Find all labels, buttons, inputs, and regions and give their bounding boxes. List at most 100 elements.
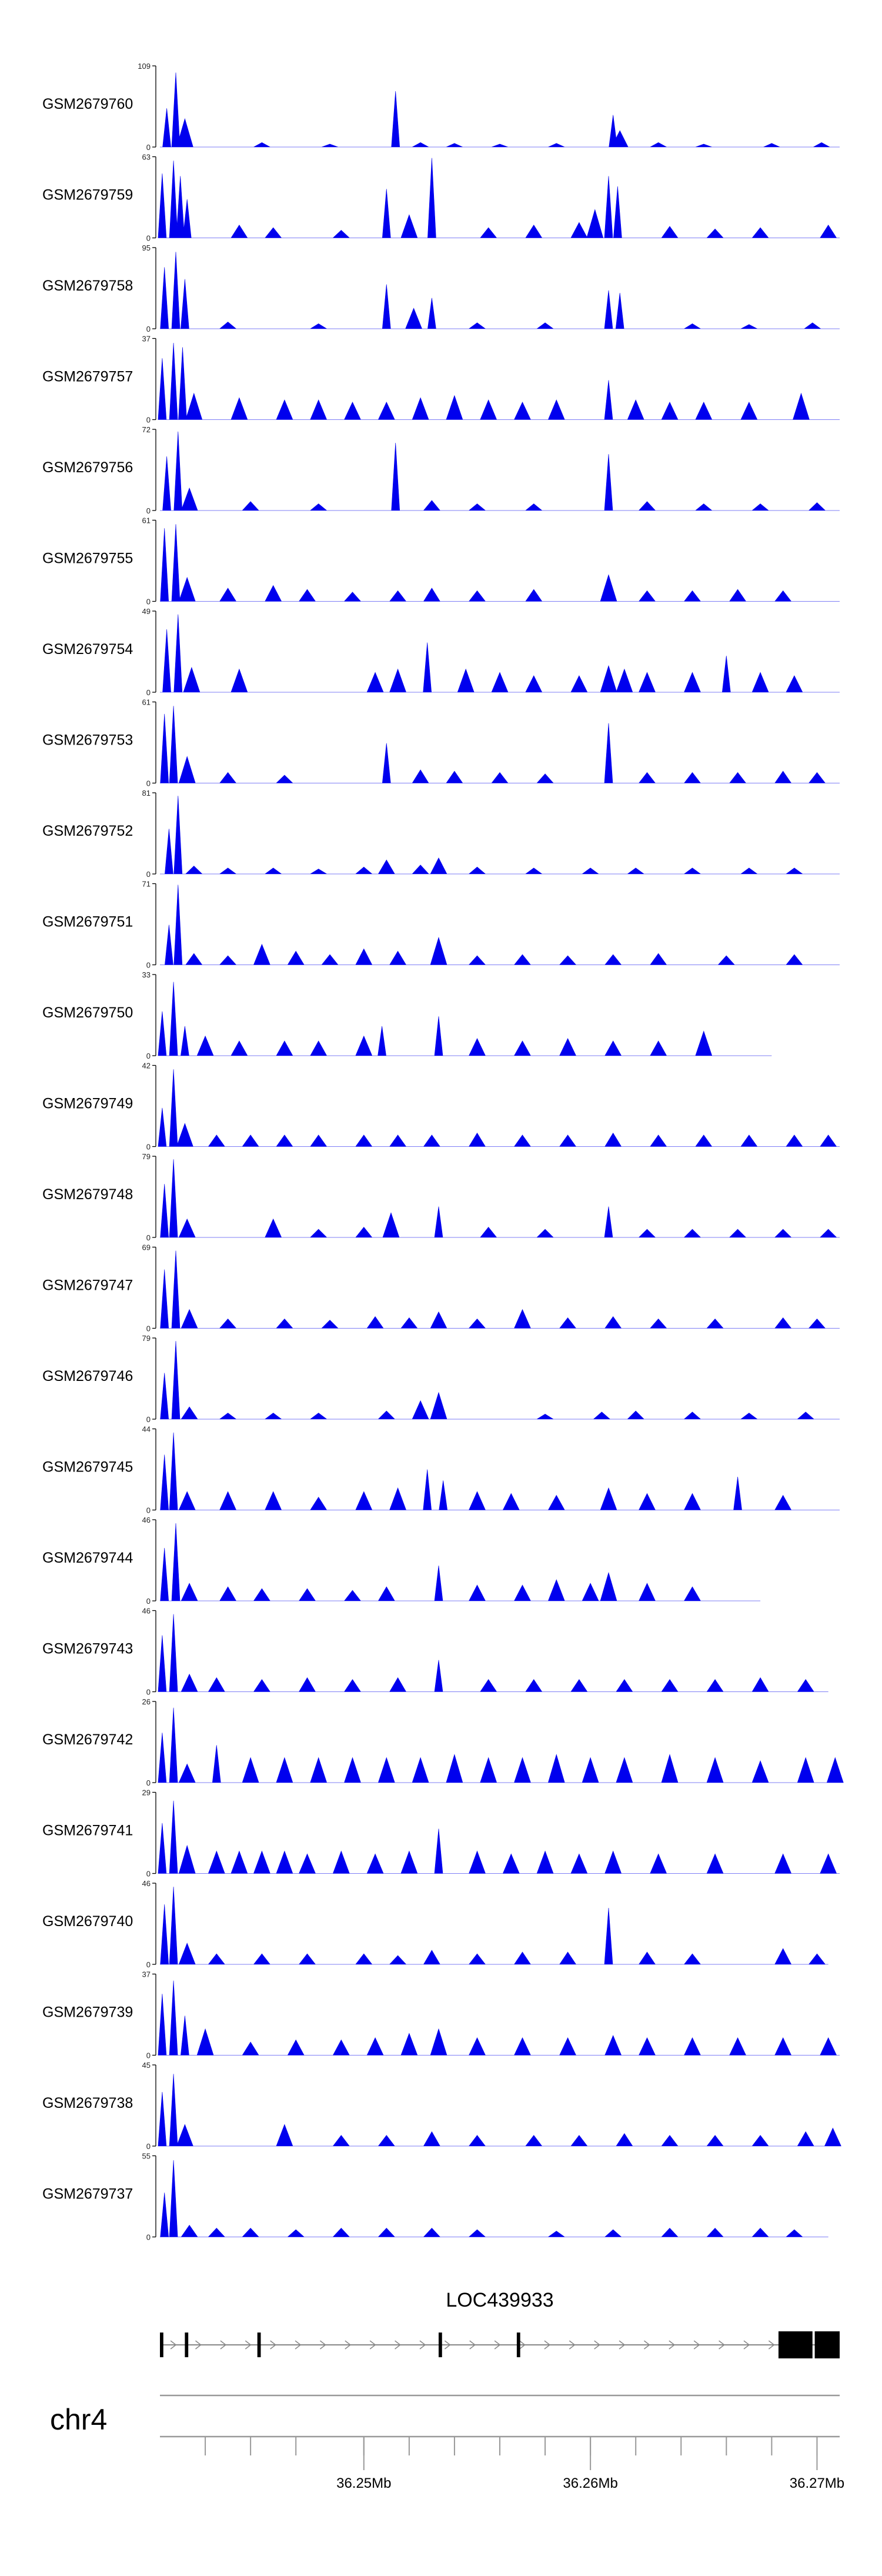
y-tick-label: 0 [146,1688,151,1697]
coverage-track: GSM2679740 46 0 [42,1879,828,1969]
coverage-track: GSM2679745 44 0 [42,1425,840,1515]
y-tick-label: 45 [142,2061,151,2070]
track-label: GSM2679750 [42,1005,133,1021]
y-tick-label: 0 [146,1324,151,1333]
y-tick-label: 0 [146,416,151,425]
coverage-track: GSM2679759 63 0 [42,153,840,243]
y-tick-label: 0 [146,598,151,606]
track-label: GSM2679747 [42,1277,133,1294]
coverage-track: GSM2679757 37 0 [42,335,840,425]
y-tick-label: 29 [142,1788,151,1797]
track-label: GSM2679754 [42,641,133,658]
coverage-area [160,796,840,875]
strand-chevron [395,2340,401,2350]
y-tick-label: 69 [142,1243,151,1252]
coverage-track: GSM2679758 95 0 [42,243,840,333]
y-tick-label: 109 [138,62,151,71]
y-tick-label: 0 [146,1233,151,1242]
strand-chevron [619,2340,626,2350]
y-tick-label: 44 [142,1425,151,1434]
track-label: GSM2679739 [42,2004,133,2021]
y-tick-label: 0 [146,234,151,243]
y-tick-label: 0 [146,688,151,697]
y-tick-label: 0 [146,1415,151,1424]
y-tick-label: 0 [146,870,151,879]
coverage-tracks: GSM26797601090GSM2679759630GSM2679758950… [42,62,844,2242]
strand-chevron [693,2340,700,2350]
coverage-area [160,1886,828,1965]
y-tick-label: 46 [142,1516,151,1524]
track-label: GSM2679759 [42,187,133,203]
track-label: GSM2679760 [42,96,133,112]
coverage-area [160,706,840,783]
y-tick-label: 26 [142,1697,151,1706]
y-tick-label: 72 [142,425,151,434]
y-tick-label: 33 [142,970,151,979]
strand-chevron [369,2340,376,2350]
track-label: GSM2679742 [42,1731,133,1748]
coverage-track: GSM2679750 33 0 [42,970,772,1060]
strand-chevron [295,2340,302,2350]
coordinate-label: 36.27Mb [790,2475,844,2491]
y-tick-label: 61 [142,698,151,707]
coverage-area [160,2160,828,2237]
y-tick-label: 55 [142,2152,151,2161]
track-label: GSM2679752 [42,823,133,839]
coordinate-label: 36.26Mb [563,2475,617,2491]
coverage-track: GSM2679752 81 0 [42,789,840,879]
y-tick-label: 0 [146,2051,151,2060]
strand-chevron [444,2340,451,2350]
strand-chevron [544,2340,551,2350]
y-tick-label: 42 [142,1062,151,1070]
coverage-track: GSM2679755 61 0 [42,516,840,606]
strand-chevron [419,2340,426,2350]
y-tick-label: 0 [146,1052,151,1060]
coverage-area [160,1341,840,1420]
y-tick-label: 0 [146,2233,151,2242]
coverage-area [160,885,840,965]
strand-chevron [669,2340,676,2350]
y-tick-label: 79 [142,1334,151,1343]
strand-chevron [494,2340,501,2350]
track-label: GSM2679757 [42,369,133,385]
track-label: GSM2679744 [42,1550,133,1566]
coverage-area [158,1614,828,1692]
y-tick-label: 49 [142,607,151,616]
strand-chevron [743,2340,750,2350]
coverage-area [160,1523,761,1601]
coverage-area [160,524,840,602]
chromosome-label: chr4 [50,2403,107,2436]
track-label: GSM2679749 [42,1096,133,1112]
track-label: GSM2679758 [42,278,133,294]
y-tick-label: 0 [146,961,151,970]
exon [516,2333,520,2357]
track-label: GSM2679737 [42,2186,133,2203]
y-tick-label: 46 [142,1607,151,1616]
track-label: GSM2679756 [42,459,133,476]
coverage-area [160,252,840,329]
coverage-area [158,342,840,420]
genome-axis: chr4 36.25Mb 36.26Mb 36.27Mb [50,2394,844,2491]
coverage-area [160,1250,840,1329]
exon [778,2331,813,2358]
coverage-track: GSM2679753 61 0 [42,698,840,788]
y-tick-label: 0 [146,325,151,333]
coverage-track: GSM2679754 49 0 [42,607,840,697]
track-label: GSM2679751 [42,914,133,930]
y-tick-label: 0 [146,2142,151,2151]
coverage-area [160,72,840,148]
coverage-track: GSM2679747 69 0 [42,1243,840,1333]
y-tick-label: 37 [142,1970,151,1979]
y-tick-label: 0 [146,1778,151,1787]
y-tick-label: 46 [142,1879,151,1888]
coverage-area [160,431,840,511]
y-tick-label: 0 [146,1143,151,1152]
coverage-area [158,2074,841,2147]
strand-chevron [195,2340,202,2350]
track-label: GSM2679753 [42,732,133,749]
coverage-track: GSM2679738 45 0 [42,2061,841,2151]
strand-chevron [768,2340,775,2350]
y-tick-label: 0 [146,779,151,788]
y-tick-label: 79 [142,1152,151,1161]
